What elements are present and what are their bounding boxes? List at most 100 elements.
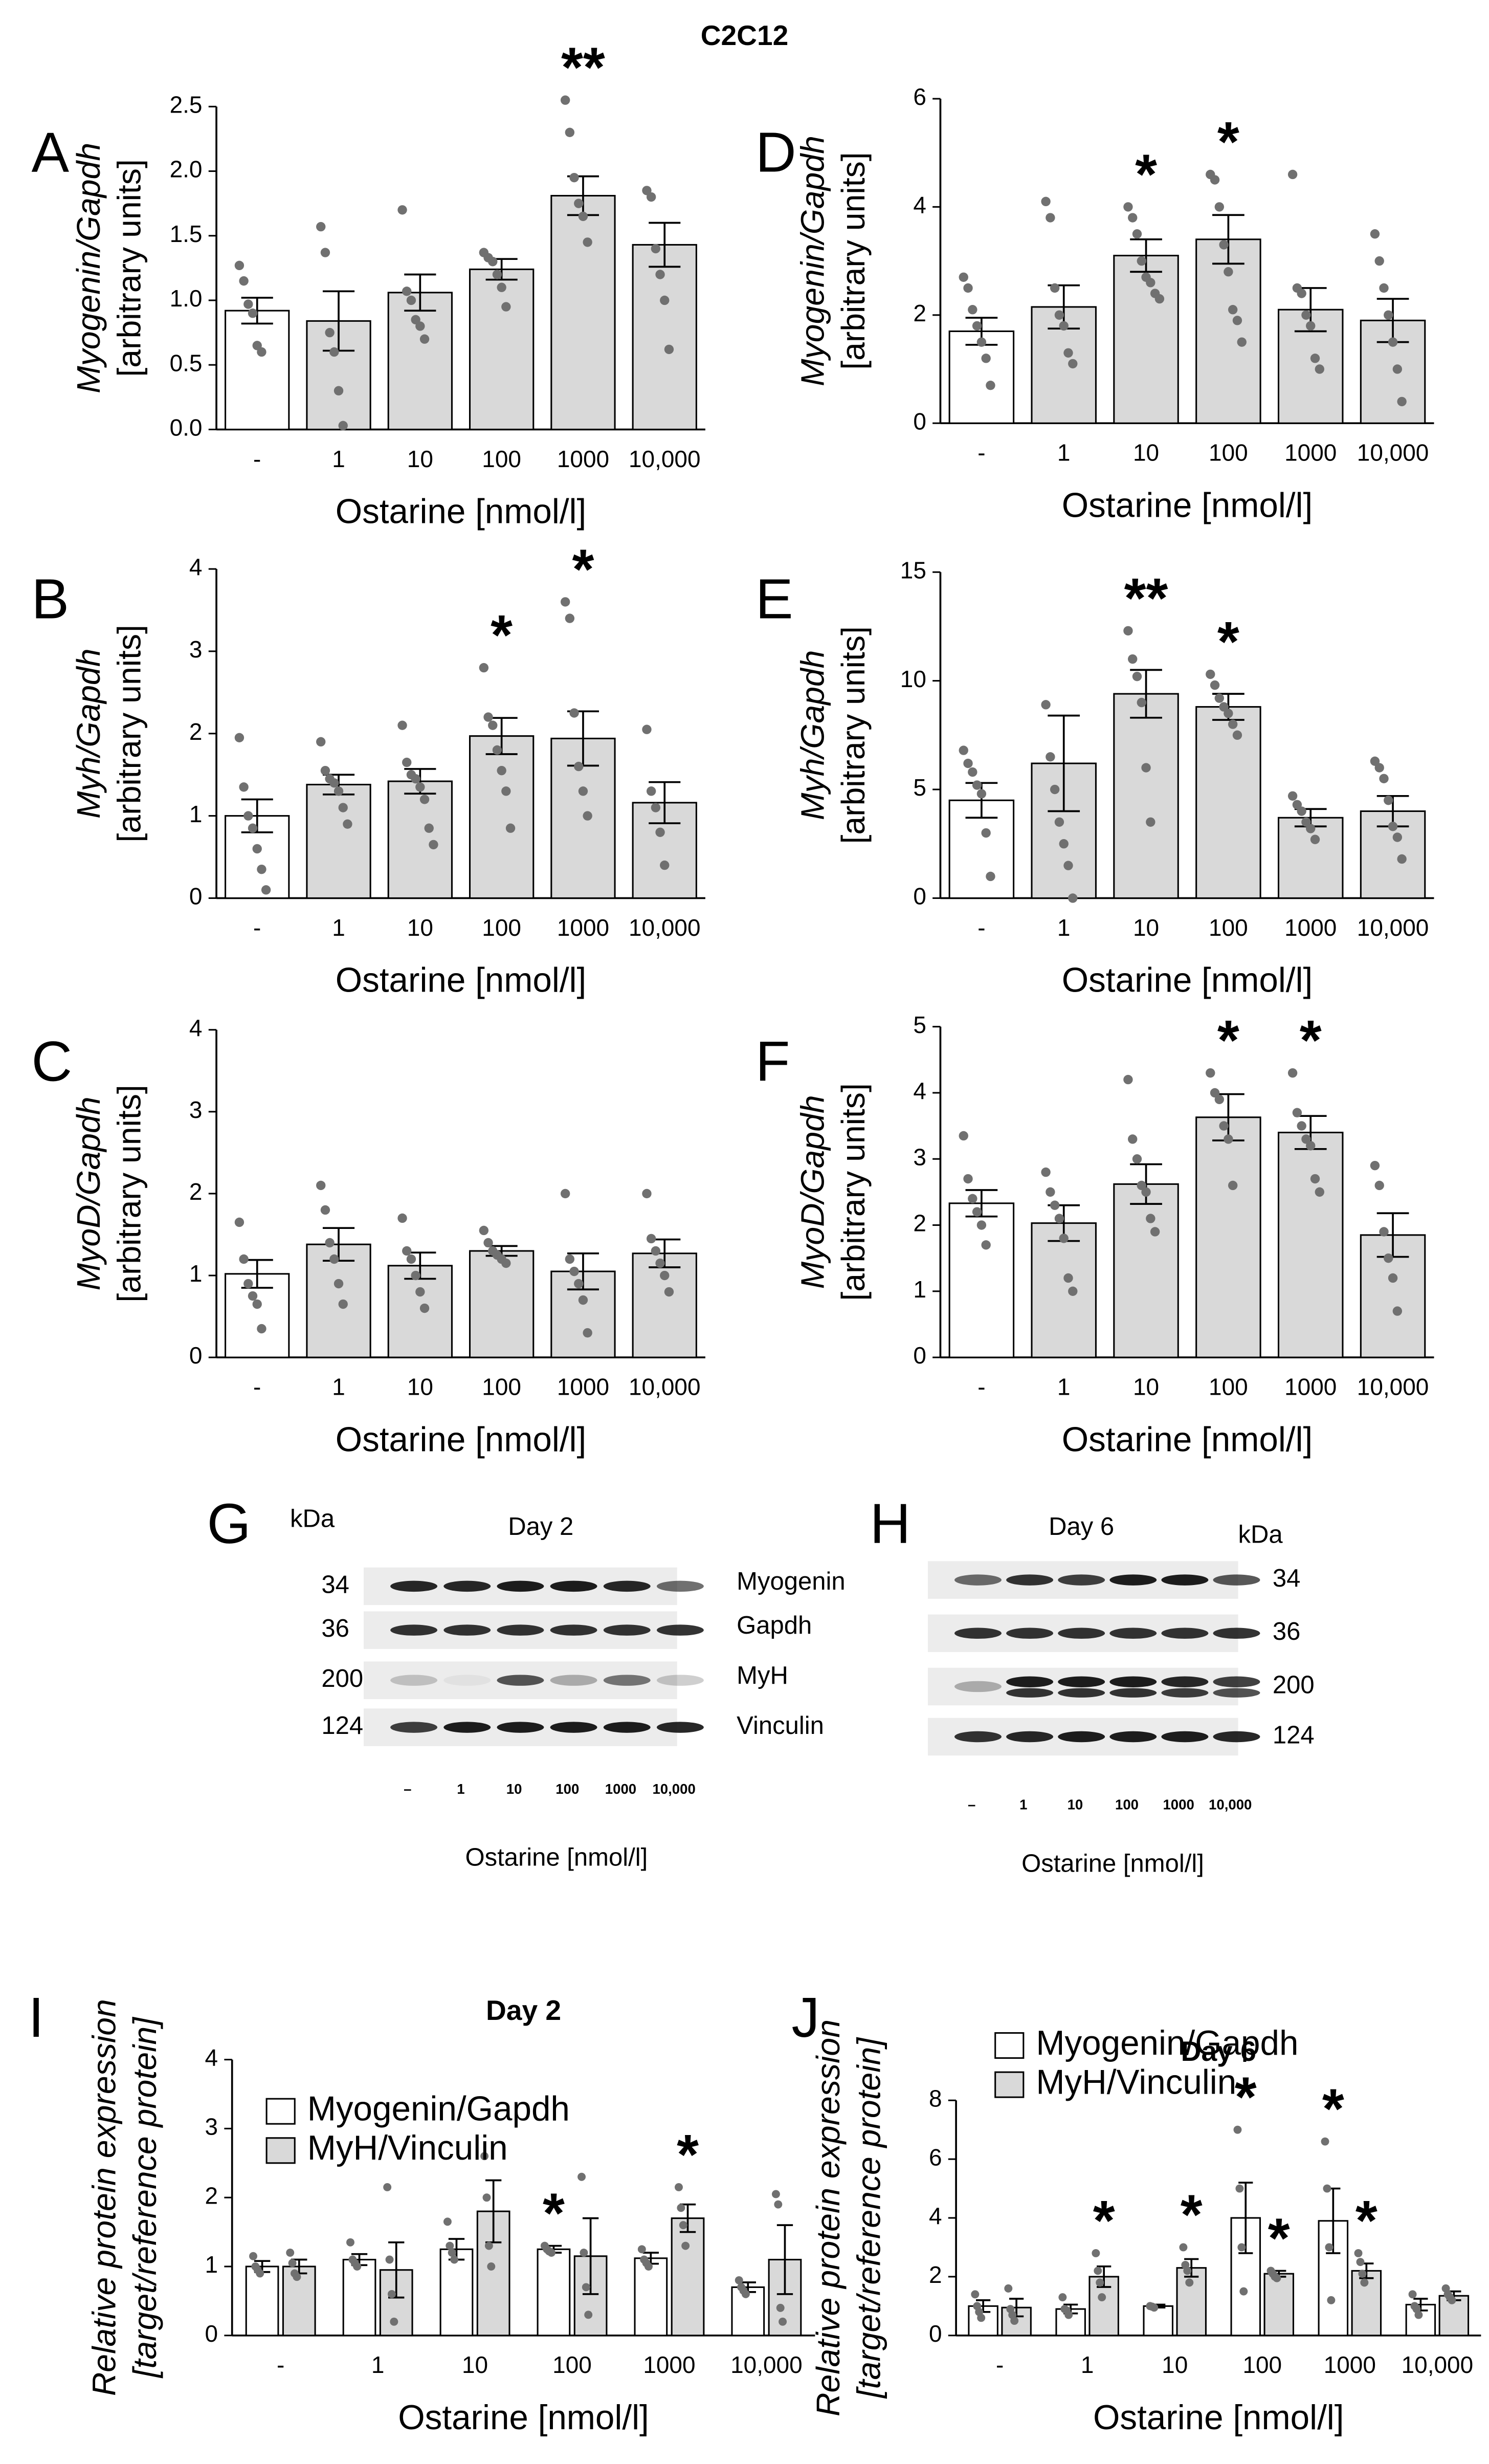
- data-point: [1327, 2296, 1336, 2304]
- x-tick-label: -: [977, 439, 985, 466]
- x-tick-label: 10,000: [1402, 2351, 1474, 2378]
- significance-label: **: [561, 36, 605, 99]
- data-point: [1219, 1121, 1229, 1131]
- data-point: [1219, 240, 1229, 250]
- panel-letter: D: [755, 121, 796, 184]
- data-point: [981, 828, 991, 838]
- data-point: [1232, 316, 1242, 325]
- data-point: [1310, 1174, 1320, 1184]
- data-point: [583, 811, 592, 821]
- data-point: [316, 737, 326, 747]
- significance-label: *: [1217, 1009, 1239, 1072]
- y-tick-label: 0: [929, 2320, 942, 2347]
- data-point: [1301, 310, 1311, 320]
- lane-label: 100: [1115, 1797, 1139, 1813]
- blot-band: [1109, 1688, 1157, 1698]
- data-point: [483, 712, 493, 722]
- bar: [1195, 238, 1261, 424]
- blot-band: [1006, 1731, 1054, 1743]
- data-point: [986, 871, 995, 882]
- data-point: [1408, 2290, 1417, 2299]
- data-point: [968, 305, 977, 315]
- y-tick-label: 0: [189, 1342, 203, 1369]
- data-point: [1150, 2303, 1159, 2312]
- legend-swatch: [265, 2098, 296, 2125]
- data-point: [252, 844, 262, 854]
- y-axis-label: [arbitrary units]: [111, 159, 148, 377]
- data-point: [338, 421, 348, 431]
- data-point: [406, 295, 416, 305]
- significance-label: *: [1181, 2183, 1203, 2246]
- blot-band: [550, 1580, 597, 1592]
- data-point: [1050, 283, 1060, 293]
- data-point: [501, 786, 511, 796]
- data-point: [1137, 256, 1146, 266]
- panel-letter: C: [32, 1030, 73, 1093]
- data-point: [976, 1220, 987, 1230]
- data-point: [248, 309, 258, 318]
- data-point: [677, 2204, 685, 2212]
- data-point: [1354, 2249, 1363, 2257]
- blot-band: [390, 1722, 438, 1733]
- bar: [1438, 2295, 1470, 2337]
- blot-band: [603, 1624, 651, 1636]
- error-bar: [965, 782, 998, 819]
- error-bar: [241, 297, 273, 325]
- data-point: [261, 885, 271, 895]
- data-point: [584, 2311, 593, 2319]
- data-point: [383, 2183, 392, 2191]
- lane-label: –: [968, 1797, 975, 1813]
- data-point: [239, 782, 249, 792]
- y-tick-label: 2.5: [170, 91, 203, 118]
- bar: [1143, 2305, 1173, 2337]
- data-point: [963, 283, 973, 293]
- data-point: [257, 347, 266, 357]
- data-point: [492, 270, 502, 279]
- data-point: [1154, 294, 1165, 304]
- blot-band: [1006, 1574, 1054, 1586]
- x-axis-label: Ostarine [nmol/l]: [336, 493, 587, 531]
- data-point: [402, 757, 412, 767]
- data-point: [1146, 278, 1155, 288]
- data-point: [390, 2317, 398, 2326]
- data-point: [397, 720, 407, 730]
- bar: [671, 2217, 705, 2337]
- data-point: [1054, 310, 1064, 320]
- data-point: [249, 2252, 257, 2260]
- data-point: [1228, 719, 1238, 729]
- unit-label: kDa: [1238, 1521, 1283, 1548]
- lane-label: 100: [555, 1781, 579, 1797]
- data-point: [771, 2190, 780, 2198]
- blot-title: Day 2: [508, 1513, 573, 1541]
- data-point: [1414, 2311, 1423, 2319]
- blot-band: [1161, 1731, 1209, 1743]
- blot-x-label: Ostarine [nmol/l]: [1021, 1850, 1204, 1878]
- data-point: [1370, 1160, 1380, 1171]
- data-point: [664, 1287, 674, 1297]
- data-point: [547, 2249, 555, 2257]
- y-tick-label: 3: [205, 2114, 218, 2140]
- x-tick-label: 10,000: [629, 1374, 701, 1400]
- x-tick-label: 10: [1133, 1374, 1159, 1400]
- data-point: [293, 2273, 301, 2281]
- data-point: [415, 782, 425, 792]
- error-bar: [322, 1227, 355, 1262]
- y-tick-label: 1.0: [170, 285, 203, 312]
- data-point: [1063, 348, 1073, 358]
- blot-band: [1006, 1627, 1054, 1639]
- legend-label: MyH/Vinculin: [307, 2129, 508, 2167]
- y-tick-label: 2: [205, 2182, 218, 2209]
- y-axis-label: MyoD/Gapdh: [794, 1095, 831, 1289]
- data-point: [972, 1207, 982, 1217]
- bar: [1195, 706, 1261, 899]
- data-point: [645, 2262, 653, 2271]
- data-point: [1123, 202, 1133, 212]
- data-point: [1306, 321, 1316, 331]
- blot-band: [656, 1675, 704, 1686]
- data-point: [419, 334, 430, 344]
- x-tick-label: 1000: [557, 914, 609, 941]
- data-point: [234, 1217, 245, 1227]
- data-point: [1059, 1234, 1069, 1243]
- x-tick-label: 1: [1057, 439, 1071, 466]
